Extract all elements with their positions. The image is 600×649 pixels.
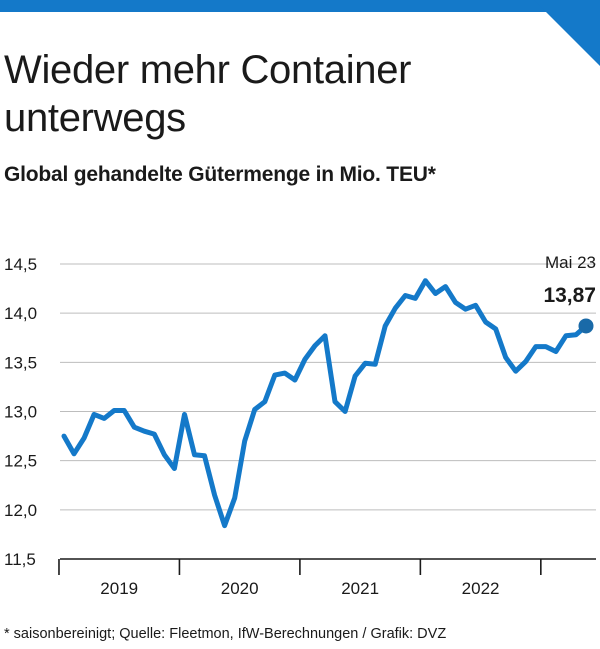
y-tick-label: 12,0 — [4, 501, 37, 520]
last-value-marker — [578, 318, 594, 334]
series-line-group — [61, 278, 594, 529]
series-line — [61, 278, 589, 529]
y-tick-label: 13,0 — [4, 403, 37, 422]
y-tick-label: 14,5 — [4, 255, 37, 274]
x-tick-label: 2022 — [462, 579, 500, 598]
gridlines — [60, 263, 596, 560]
y-tick-label: 13,5 — [4, 353, 37, 372]
annotation-date-label: Mai 23 — [545, 253, 596, 272]
chart-subtitle: Global gehandelte Gütermenge in Mio. TEU… — [4, 163, 436, 186]
x-axis: 2019 2020 2021 2022 — [58, 559, 542, 598]
x-tick-label: 2019 — [100, 579, 138, 598]
annotation-value-label: 13,87 — [543, 284, 596, 307]
y-tick-label: 12,5 — [4, 452, 37, 471]
corner-accent — [534, 0, 600, 66]
top-accent-bar — [0, 0, 600, 12]
last-value-annotation: Mai 23 13,87 — [543, 253, 596, 307]
chart-title: Wieder mehr Container unterwegs — [4, 48, 412, 140]
footnote-source: * saisonbereinigt; Quelle: Fleetmon, IfW… — [4, 626, 447, 642]
y-tick-label: 14,0 — [4, 304, 37, 323]
x-tick-label: 2020 — [221, 579, 259, 598]
line-chart: 11,5 12,0 12,5 13,0 13,5 14,0 14,5 2019 2020 202… — [4, 253, 596, 598]
y-axis-ticks: 11,5 12,0 12,5 13,0 13,5 14,0 14,5 — [4, 255, 37, 569]
x-tick-label: 2021 — [341, 579, 379, 598]
y-tick-label: 11,5 — [4, 550, 36, 569]
